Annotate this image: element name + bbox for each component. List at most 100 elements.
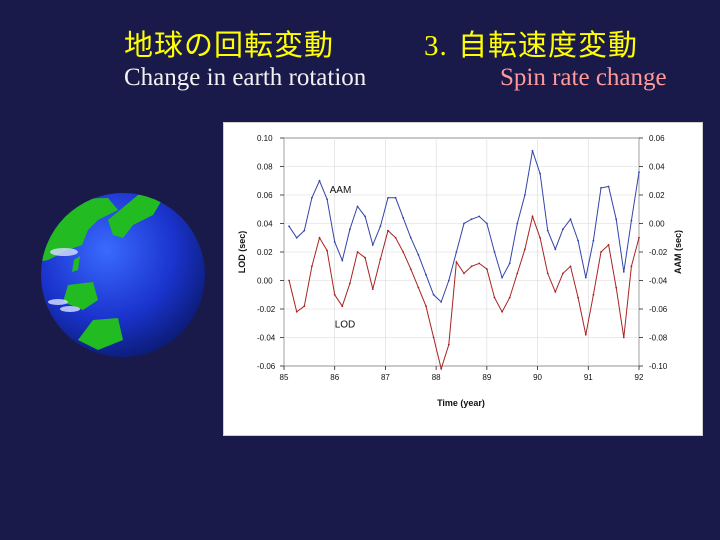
data-point-lod: [524, 248, 526, 251]
data-point-lod: [486, 268, 488, 270]
y-tick-label: 0.00: [257, 277, 273, 286]
data-point-lod: [463, 272, 465, 275]
x-tick-label: 88: [432, 373, 441, 382]
data-point-aam: [531, 149, 534, 152]
y-axis-label-left: LOD (sec): [237, 231, 247, 274]
data-point-aam: [486, 222, 488, 225]
data-point-lod: [387, 229, 389, 232]
data-point-lod: [546, 272, 549, 275]
data-point-lod: [577, 296, 579, 299]
data-point-aam: [539, 172, 541, 175]
series-label-aam: AAM: [330, 185, 352, 196]
data-point-aam: [493, 251, 496, 253]
data-point-aam: [417, 253, 420, 256]
data-point-lod: [539, 236, 541, 239]
data-point-lod: [295, 310, 298, 313]
chart-panel: 85 86 87 88 89 90 91 92 0.10 0.08 0.06 0.04 0.02 0.0…: [223, 122, 703, 436]
section-title: 3. 自転速度変動: [424, 22, 638, 64]
data-point-aam: [508, 262, 511, 265]
data-point-lod: [425, 305, 427, 308]
y2-tick-label: 0.04: [649, 163, 665, 172]
data-point-lod: [622, 336, 625, 339]
y2-tick-label: -0.04: [649, 277, 668, 286]
data-point-aam: [592, 239, 595, 242]
data-point-aam: [478, 215, 481, 218]
data-point-aam: [615, 218, 618, 221]
data-point-lod: [432, 336, 435, 339]
data-point-aam: [600, 187, 602, 189]
data-point-aam: [326, 198, 328, 201]
data-point-aam: [288, 225, 290, 228]
data-point-aam: [425, 273, 427, 276]
data-point-lod: [288, 279, 290, 282]
y-tick-label: -0.02: [257, 305, 276, 314]
data-point-lod: [447, 343, 450, 346]
data-point-lod: [615, 286, 618, 289]
data-point-aam: [387, 196, 389, 199]
y-tick-label: -0.06: [257, 362, 276, 371]
data-point-lod: [531, 215, 534, 218]
data-point-lod: [409, 268, 412, 270]
lod-aam-chart: 85 86 87 88 89 90 91 92 0.100.080.060.040.020.0…: [237, 134, 683, 408]
y2-tick-label: -0.10: [649, 362, 668, 371]
data-point-aam: [569, 218, 572, 221]
x-tick-label: 90: [533, 373, 542, 382]
data-point-lod: [364, 256, 366, 259]
data-point-lod: [516, 272, 519, 275]
data-point-lod: [379, 258, 382, 260]
data-point-aam: [409, 236, 412, 239]
section-number: 3.: [424, 30, 448, 62]
data-point-lod: [470, 265, 473, 268]
data-point-lod: [311, 265, 313, 268]
data-point-aam: [440, 301, 443, 303]
y-tick-label: 0.04: [257, 220, 273, 229]
y-axis-ticks: 0.10 0.08 0.06 0.04 0.02 0.00 -0.02 -0.04 -0.06: [257, 134, 284, 371]
y-axis-label-right: AAM (sec): [673, 230, 683, 274]
data-point-aam: [630, 219, 633, 222]
y2-axis-ticks: 0.06 0.04 0.02 0.00 -0.02 -0.04 -0.06 -0.08 -0.1…: [639, 134, 668, 371]
y2-tick-label: -0.08: [649, 334, 668, 343]
series-label-lod: LOD: [335, 320, 356, 331]
data-point-aam: [463, 222, 465, 225]
data-point-lod: [341, 305, 344, 308]
data-point-lod: [584, 333, 587, 336]
data-point-aam: [394, 196, 397, 199]
data-point-lod: [371, 288, 374, 290]
data-point-aam: [622, 271, 625, 273]
x-tick-label: 87: [381, 373, 390, 382]
data-point-aam: [379, 225, 382, 228]
y2-tick-label: -0.06: [649, 305, 668, 314]
data-point-lod: [630, 265, 633, 268]
data-point-lod: [356, 251, 359, 253]
data-point-lod: [455, 261, 458, 263]
data-point-lod: [349, 282, 351, 285]
data-point-lod: [493, 296, 496, 299]
data-point-aam: [584, 276, 587, 279]
data-point-lod: [318, 236, 321, 239]
y-tick-label: 0.02: [257, 248, 273, 257]
data-point-lod: [417, 286, 420, 289]
x-tick-label: 91: [584, 373, 593, 382]
data-point-aam: [402, 216, 405, 219]
data-point-aam: [562, 228, 564, 231]
data-point-lod: [600, 251, 602, 253]
data-point-lod: [501, 310, 503, 313]
data-point-lod: [638, 236, 640, 239]
data-point-aam: [318, 179, 321, 182]
data-point-lod: [326, 249, 328, 252]
data-point-aam: [638, 171, 640, 174]
x-axis-ticks: 85 86 87 88 89 90 91 92: [280, 366, 644, 382]
data-point-lod: [402, 251, 405, 253]
data-point-aam: [371, 244, 374, 246]
data-point-lod: [478, 262, 481, 265]
data-point-aam: [447, 279, 450, 282]
y-tick-label: 0.06: [257, 191, 273, 200]
data-point-lod: [607, 244, 610, 246]
data-point-lod: [333, 293, 336, 296]
data-point-aam: [577, 239, 579, 242]
data-point-aam: [455, 251, 458, 253]
x-tick-label: 85: [280, 373, 289, 382]
data-point-aam: [501, 276, 503, 279]
data-point-aam: [333, 241, 336, 243]
y2-tick-label: 0.00: [649, 220, 665, 229]
